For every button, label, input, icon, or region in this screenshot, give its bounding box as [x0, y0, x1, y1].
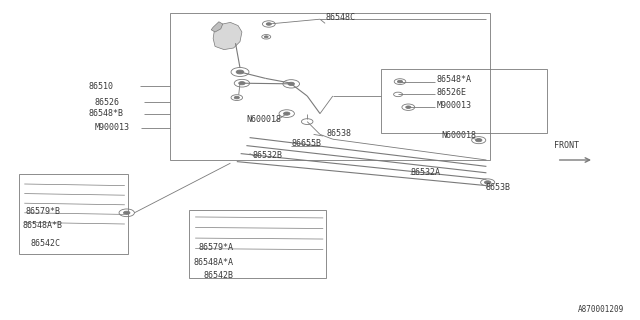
Text: M900013: M900013 [95, 124, 130, 132]
Text: 86548A*A: 86548A*A [193, 258, 234, 267]
Circle shape [288, 82, 294, 85]
Text: FRONT: FRONT [554, 141, 579, 150]
Text: 86548*A: 86548*A [436, 76, 472, 84]
Bar [189, 210, 326, 278]
Circle shape [266, 23, 271, 25]
Text: 86579*A: 86579*A [198, 244, 234, 252]
Circle shape [264, 36, 268, 38]
Text: 86655B: 86655B [291, 140, 321, 148]
Text: 86548C: 86548C [325, 13, 355, 22]
Circle shape [484, 181, 491, 184]
Text: 86510: 86510 [88, 82, 113, 91]
Text: 86538: 86538 [326, 129, 351, 138]
Circle shape [476, 139, 482, 142]
Text: 86526E: 86526E [436, 88, 467, 97]
Circle shape [124, 211, 130, 214]
Text: 8653B: 8653B [485, 183, 510, 192]
Bar [170, 13, 490, 160]
Circle shape [284, 112, 290, 115]
Circle shape [234, 96, 239, 99]
Text: 86579*B: 86579*B [26, 207, 61, 216]
Bar [381, 69, 547, 133]
Polygon shape [211, 22, 223, 32]
Text: 86532A: 86532A [411, 168, 441, 177]
Text: 86548A*B: 86548A*B [22, 221, 63, 230]
Text: M900013: M900013 [436, 101, 472, 110]
Text: 86542C: 86542C [31, 239, 61, 248]
Bar [19, 174, 128, 254]
Circle shape [397, 80, 403, 83]
Text: 86532B: 86532B [253, 151, 283, 160]
Polygon shape [213, 22, 242, 50]
Circle shape [239, 82, 245, 85]
Text: N600018: N600018 [246, 116, 282, 124]
Text: 86548*B: 86548*B [88, 109, 124, 118]
Circle shape [236, 70, 244, 74]
Text: 86526: 86526 [95, 98, 120, 107]
Circle shape [406, 106, 411, 108]
Text: 86542B: 86542B [204, 271, 234, 280]
Text: A870001209: A870001209 [578, 305, 624, 314]
Text: N600018: N600018 [442, 132, 477, 140]
